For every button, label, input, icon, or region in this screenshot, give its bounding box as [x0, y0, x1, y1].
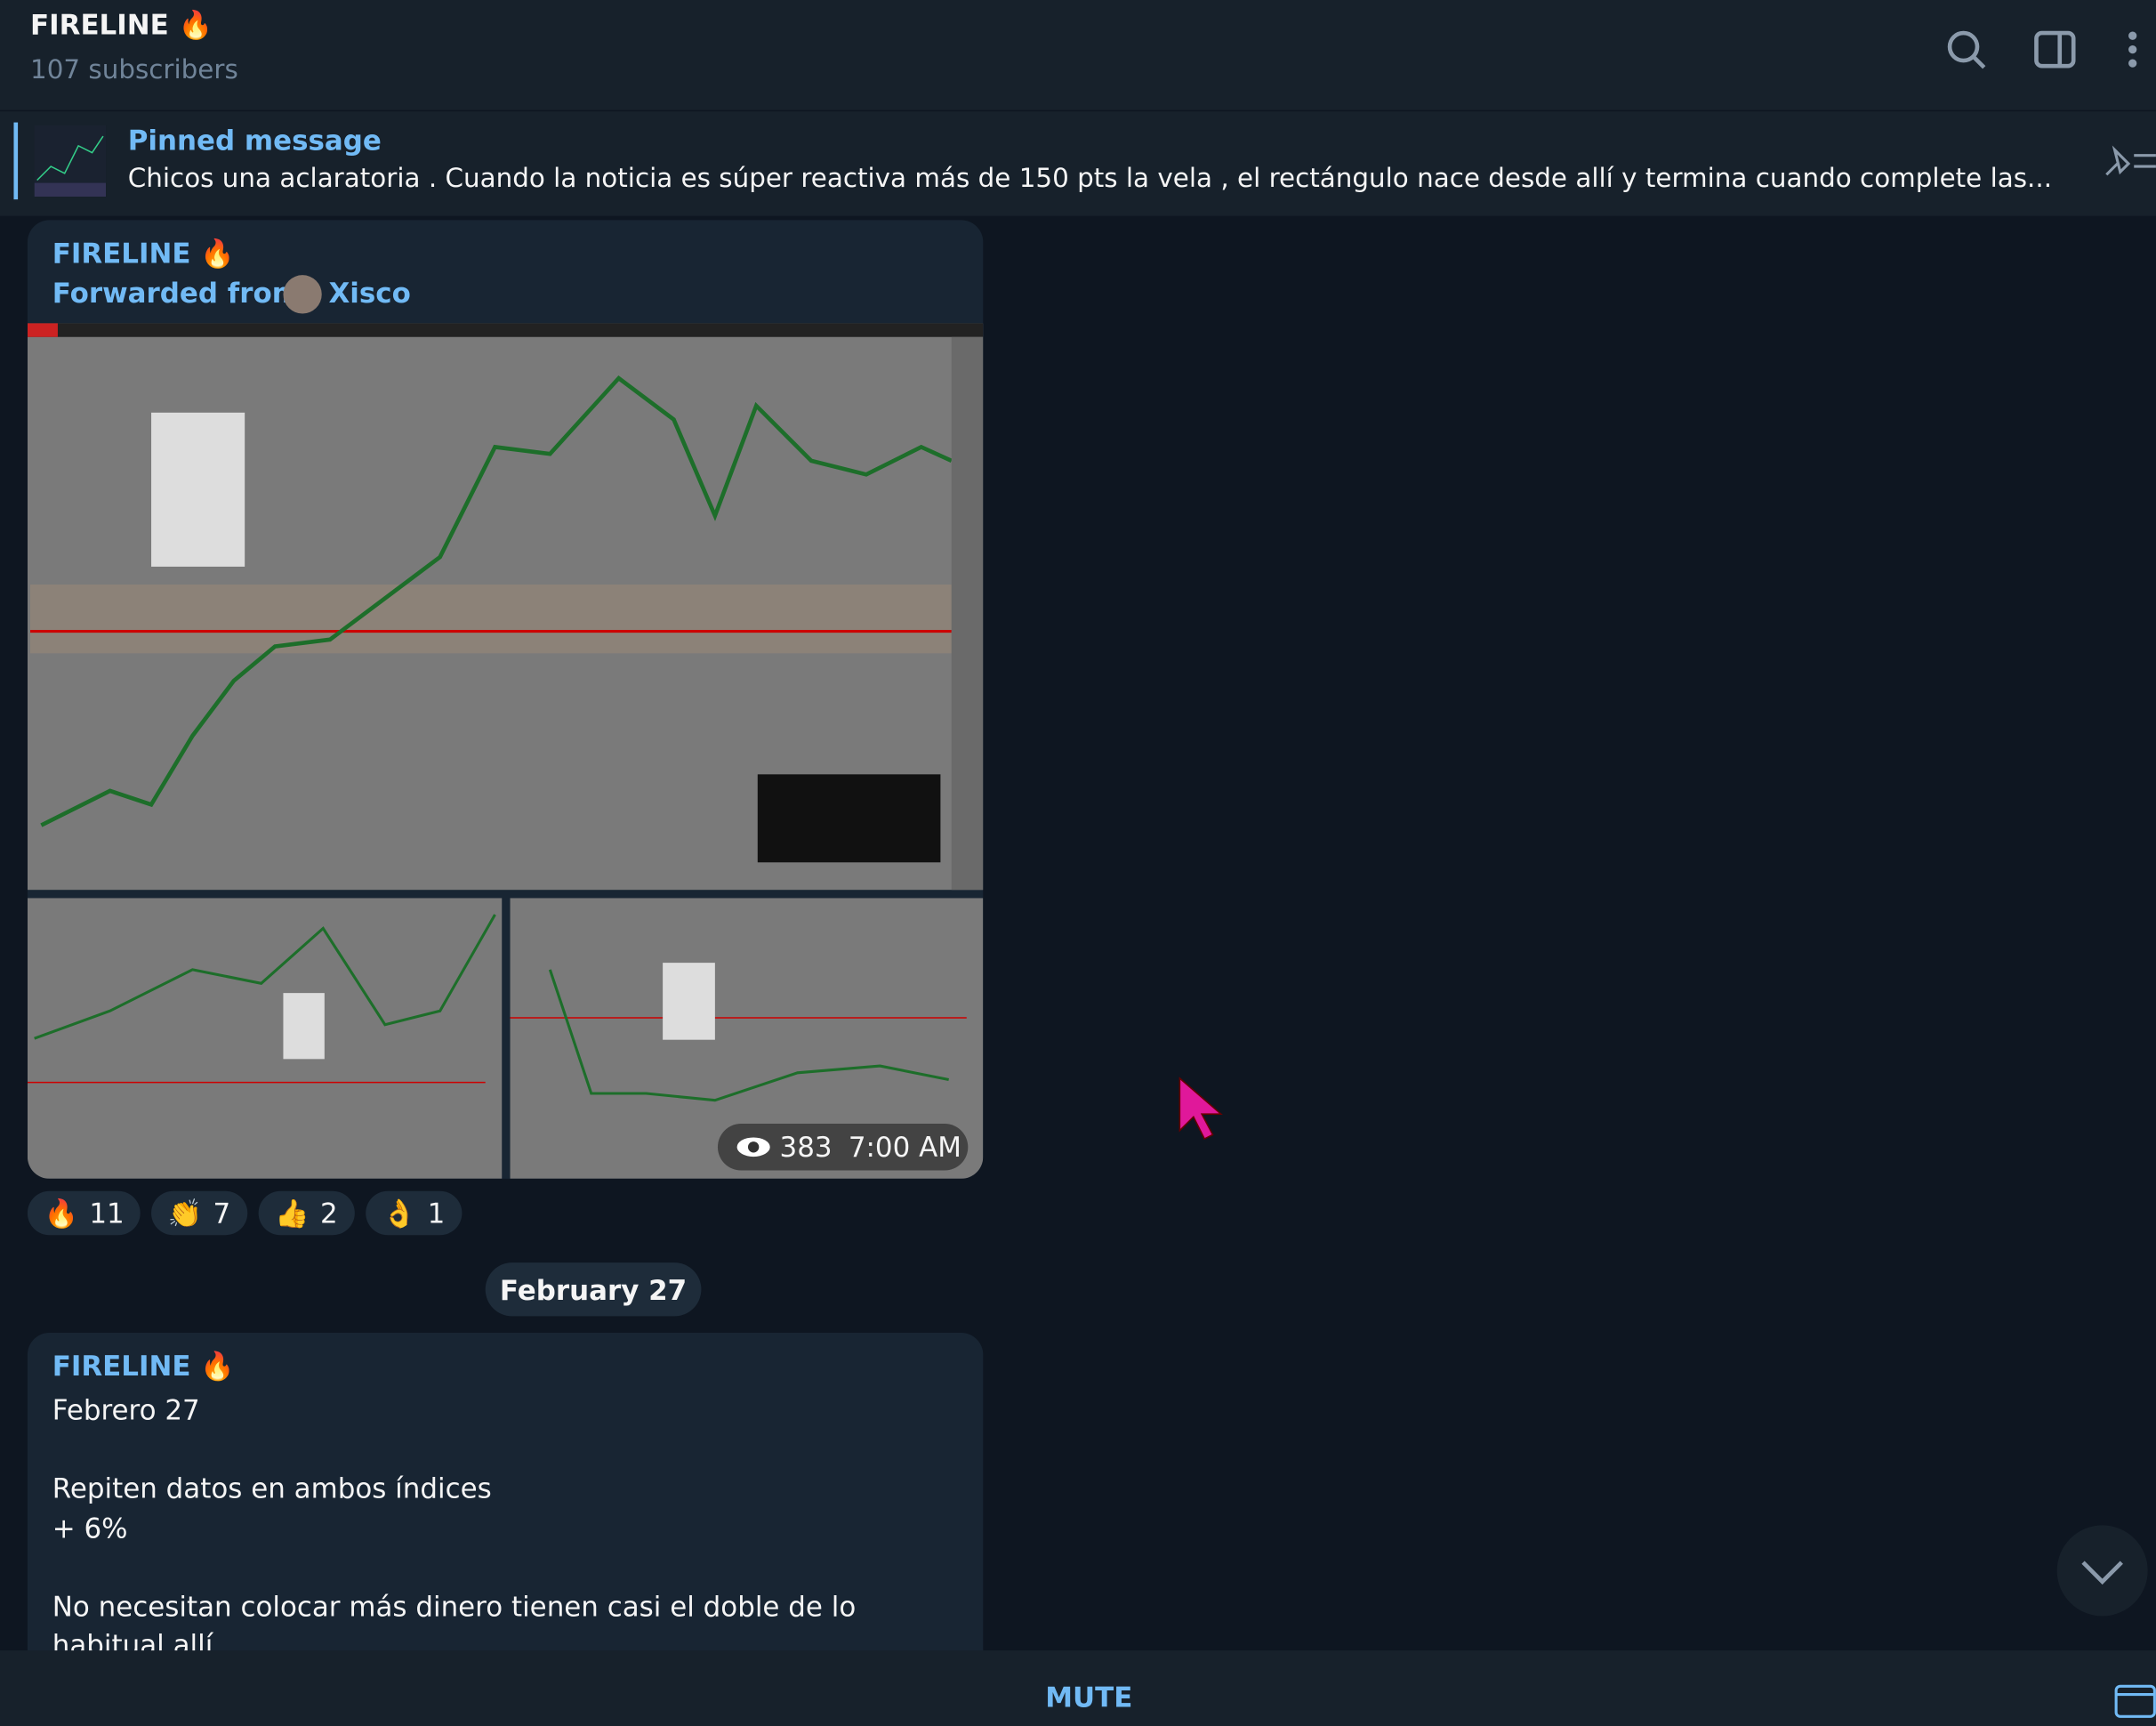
reaction[interactable]: 👌 1 [366, 1190, 462, 1236]
views-count: 383 [779, 1130, 833, 1164]
pinned-thumbnail [34, 125, 107, 198]
unpin-icon[interactable] [2101, 141, 2156, 182]
views-icon [736, 1137, 770, 1157]
menu-icon[interactable] [2128, 31, 2137, 68]
subscribers: 107 subscribers [30, 54, 238, 85]
message-text: Febrero 27 Repiten datos en ambos índice… [52, 1391, 960, 1665]
channel-title[interactable]: FIRELINE 🔥 [30, 8, 213, 42]
reaction-emoji: 🔥 [44, 1196, 78, 1230]
scroll-down-button[interactable] [2055, 1524, 2149, 1617]
message-author[interactable]: FIRELINE 🔥 [52, 236, 235, 270]
message-time: 7:00 AM [848, 1130, 961, 1164]
reaction-count: 11 [89, 1196, 125, 1230]
gift-icon[interactable] [2112, 1673, 2156, 1720]
reaction-emoji: 👍 [275, 1196, 310, 1230]
pinned-bar[interactable]: Pinned message Chicos una aclaratoria . … [0, 111, 2156, 216]
mouse-cursor [1179, 1077, 1223, 1141]
date-text: February 27 [499, 1272, 688, 1306]
text-line: Repiten datos en ambos índices [52, 1472, 492, 1505]
reaction-emoji: 👏 [167, 1196, 203, 1230]
text-line: No necesitan colocar más dinero tienen c… [52, 1589, 857, 1662]
text-line: Febrero 27 [52, 1392, 200, 1427]
forwarded-avatar [283, 275, 322, 314]
text-line: + 6% [52, 1511, 128, 1545]
message-author[interactable]: FIRELINE 🔥 [52, 1349, 235, 1383]
header-icons [1947, 30, 2137, 69]
forwarded-label: Forwarded from [52, 276, 301, 310]
reaction-count: 1 [427, 1196, 446, 1230]
reaction-emoji: 👌 [382, 1196, 417, 1230]
reaction[interactable]: 👍 2 [258, 1190, 355, 1236]
reaction[interactable]: 🔥 11 [27, 1190, 141, 1236]
forwarded-name[interactable]: Xisco [328, 276, 411, 310]
media-album[interactable] [27, 323, 984, 1179]
search-icon[interactable] [1947, 30, 1986, 69]
message-bubble: FIRELINE 🔥 Forwarded from Xisco 383 7:00… [27, 220, 984, 1179]
message-bubble: FIRELINE 🔥 Febrero 27 Repiten datos en a… [27, 1332, 984, 1690]
mute-button[interactable]: MUTE [1045, 1681, 1133, 1714]
reaction-count: 7 [213, 1196, 231, 1230]
header: FIRELINE 🔥 107 subscribers [0, 0, 2156, 110]
pinned-text: Chicos una aclaratoria . Cuando la notic… [127, 163, 2053, 194]
pinned-label: Pinned message [127, 124, 382, 157]
reaction[interactable]: 👏 7 [151, 1190, 247, 1236]
media-meta: 383 7:00 AM [717, 1124, 969, 1171]
footer-bar: MUTE [0, 1650, 2156, 1726]
pin-indicator [13, 122, 19, 200]
date-separator: February 27 [485, 1262, 702, 1317]
sidebar-icon[interactable] [2034, 30, 2076, 69]
reaction-count: 2 [320, 1196, 338, 1230]
